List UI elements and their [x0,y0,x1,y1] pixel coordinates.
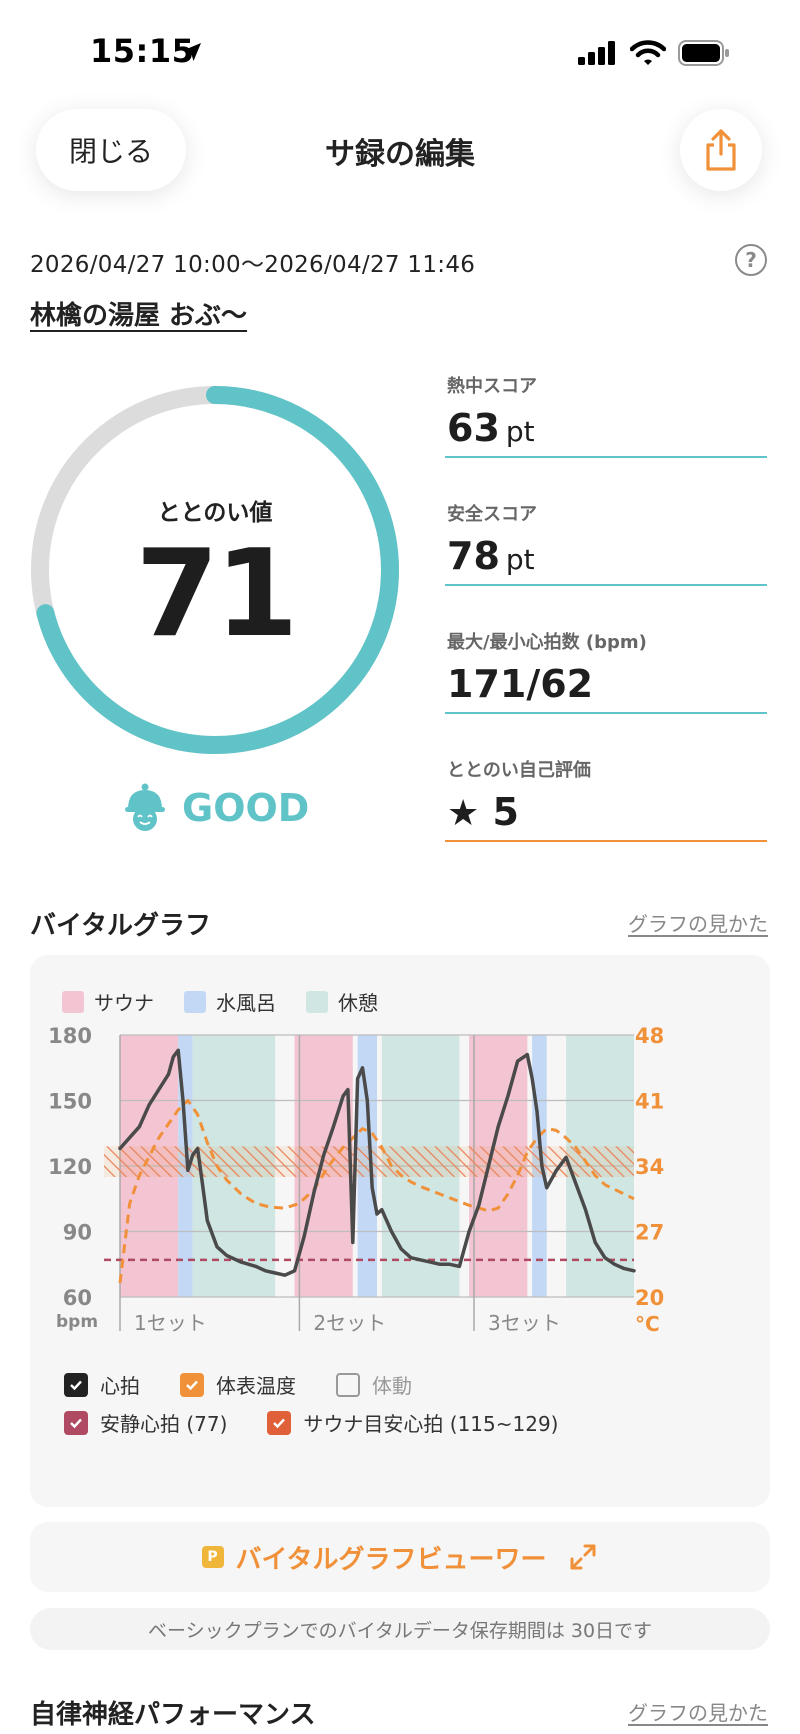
y-right-tick: 34 [635,1155,664,1179]
y-left-tick: 90 [63,1221,92,1245]
metric-label: 安全スコア [447,504,537,525]
autonomic-title: 自律神経パフォーマンス [30,1700,316,1730]
score-ring-progress [31,386,399,754]
viewer-label: バイタルグラフビューワー [235,1544,547,1575]
metric-value: 78 pt [447,534,535,578]
metric-label: 熱中スコア [447,376,537,397]
toggle-body-movement[interactable]: 体動 [336,1370,412,1399]
checkbox-checked-icon [64,1410,88,1435]
checkbox-checked-icon [267,1410,292,1435]
nav-bar: 閉じる サ録の編集 [0,105,800,195]
set-label: 3セット [488,1311,561,1335]
expand-icon [570,1544,596,1570]
phase-legend: サウナ 水風呂 休憩 [62,987,378,1016]
y-left-unit: bpm [56,1312,98,1332]
legend-row-2: 安静心拍 (77) サウナ目安心拍 (115~129) [64,1408,559,1437]
cellular-signal-icon [578,41,615,65]
y-right-tick: 27 [635,1221,664,1245]
legend-rest: 休憩 [306,987,378,1016]
rating-badge: GOOD [122,780,309,836]
date-range: 2026/04/27 10:00～2026/04/27 11:46 [30,252,476,278]
y-right-unit: °C [635,1312,660,1336]
facility-link[interactable]: 林檎の湯屋 おぶ〜 [30,301,248,331]
autonomic-help-link[interactable]: グラフの見かた [628,1701,768,1725]
y-right-tick: 20 [635,1286,664,1310]
vital-graph-help-link[interactable]: グラフの見かた [628,912,768,936]
metric-label: 最大/最小心拍数 (bpm) [447,632,647,653]
y-left-tick: 180 [48,1025,92,1048]
temperature-line [118,1099,635,1284]
metric-value: 171/62 [447,662,594,706]
share-button[interactable] [680,109,762,191]
status-bar: 15:15 [0,0,800,100]
vital-graph-title: バイタルグラフ [30,911,211,941]
y-right-tick: 48 [635,1025,664,1048]
y-left-tick: 120 [48,1155,92,1179]
y-left-tick: 60 [63,1286,92,1310]
set-label: 2セット [313,1311,386,1335]
toggle-sauna-target-hr[interactable]: サウナ目安心拍 (115~129) [267,1408,559,1437]
page-title: サ録の編集 [325,137,475,172]
y-right-tick: 41 [635,1090,664,1114]
score-value: 71 [135,525,299,664]
metric-self-rating[interactable]: ととのい自己評価 ★ 5 [445,756,767,856]
wifi-icon [630,40,666,65]
toggle-resting-hr[interactable]: 安静心拍 (77) [64,1408,227,1437]
help-icon[interactable]: ? [735,244,767,276]
status-icons [578,38,730,68]
checkbox-checked-icon [64,1372,88,1397]
y-left-tick: 150 [48,1090,92,1114]
close-button[interactable]: 閉じる [36,109,186,191]
metric-value: ★ 5 [447,790,519,834]
premium-badge-icon: P [201,1546,224,1568]
star-icon: ★ [447,793,480,834]
metric-heart-rate[interactable]: 最大/最小心拍数 (bpm) 171/62 [445,628,767,728]
vital-graph-card: サウナ 水風呂 休憩 180 48 150 41 120 34 90 27 60 20 1セット 2セ… [30,955,770,1507]
heart-rate-line [118,1048,636,1277]
location-arrow-icon [183,43,201,61]
metric-heat-score[interactable]: 熱中スコア 63 pt [445,372,767,472]
metric-safety-score[interactable]: 安全スコア 78 pt [445,500,767,600]
sauna-hat-face-icon [125,783,165,831]
score-ring-graphic [31,386,399,754]
legend-water: 水風呂 [184,987,276,1016]
share-icon [706,129,736,171]
legend-row-1: 心拍 体表温度 体動 [64,1370,412,1399]
vital-graph-viewer-button[interactable]: P バイタルグラフビューワー [30,1522,770,1592]
toggle-heart-rate[interactable]: 心拍 [64,1370,140,1399]
metric-value: 63 pt [447,406,535,450]
set-label: 1セット [134,1311,207,1335]
vital-chart[interactable]: 180 48 150 41 120 34 90 27 60 20 1セット 2セット 3セット bpm °C [30,1025,770,1345]
battery-icon [678,40,729,66]
toggle-skin-temperature[interactable]: 体表温度 [180,1370,296,1399]
legend-sauna: サウナ [62,987,154,1016]
score-ring: ととのい値 71 [30,385,400,755]
score-label: ととのい値 [157,500,273,526]
rating-text: GOOD [182,786,310,830]
checkbox-checked-icon [180,1372,204,1397]
metric-label: ととのい自己評価 [447,760,591,781]
status-time: 15:15 [90,32,195,70]
retention-notice: ベーシックプランでのバイタルデータ保存期間は 30日です [30,1608,770,1650]
checkbox-unchecked-icon [336,1372,360,1397]
